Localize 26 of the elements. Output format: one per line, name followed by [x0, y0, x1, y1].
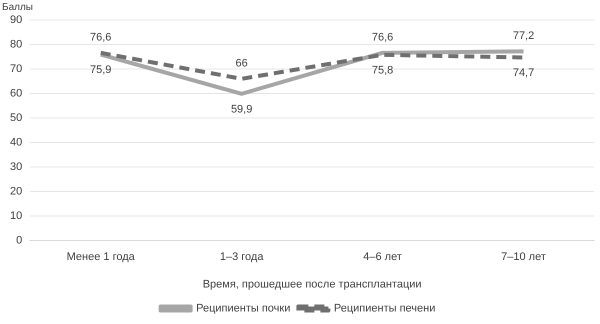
y-tick-label: 20 [10, 186, 22, 198]
data-label: 75,8 [372, 64, 394, 76]
legend-label: Реципиенты печени [334, 302, 436, 315]
y-tick-label: 60 [10, 88, 22, 100]
x-tick-label: Менее 1 года [66, 251, 136, 264]
y-tick-label: 10 [10, 210, 22, 222]
data-label: 59,9 [230, 103, 252, 116]
y-tick-label: 80 [10, 38, 22, 51]
data-label: 76,6 [372, 31, 394, 44]
y-tick-label: 40 [10, 136, 22, 149]
data-label: 77,2 [512, 30, 534, 42]
data-label: 74,7 [512, 67, 534, 80]
legend-label: Реципиенты почки [196, 302, 290, 315]
y-tick-label: 30 [10, 161, 22, 174]
x-tick-label: 1–3 года [220, 251, 264, 264]
x-axis-title: Время, прошедшее после трансплантации [202, 278, 422, 290]
y-tick-label: 50 [10, 112, 22, 124]
y-tick-label: 70 [10, 63, 22, 76]
data-label: 75,9 [90, 64, 112, 76]
data-label: 66 [236, 57, 248, 70]
y-tick-label: 90 [10, 14, 22, 26]
data-label: 76,6 [90, 31, 112, 44]
y-axis-title: Баллы [2, 2, 33, 13]
y-tick-label: 0 [16, 234, 22, 247]
x-tick-label: 4–6 лет [363, 251, 402, 264]
x-tick-label: 7–10 лет [501, 251, 546, 264]
